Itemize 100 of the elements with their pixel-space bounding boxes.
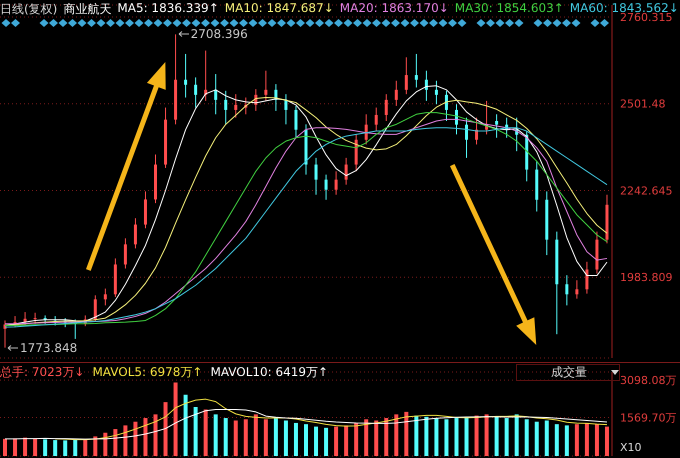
candlestick: [434, 80, 438, 105]
bar: [454, 418, 458, 456]
candlestick: [344, 157, 348, 186]
bar: [414, 416, 418, 456]
candlestick: [364, 114, 368, 145]
y-tick-label: 2242.645: [620, 184, 672, 198]
bar: [444, 419, 448, 456]
candlestick: [334, 170, 338, 196]
bar: [53, 440, 58, 456]
bar: [264, 419, 268, 456]
bar: [204, 409, 208, 456]
bar: [143, 418, 148, 456]
bar: [164, 402, 168, 456]
candlestick: [104, 288, 107, 306]
annotation: MA30: 1854.603↑: [454, 1, 564, 17]
bar: [434, 418, 438, 456]
annotation: 日线(复权): [0, 1, 58, 18]
annotation: 商业航天: [63, 1, 112, 18]
bar: [63, 440, 68, 456]
annotation: MAVOL5: 6978万↑: [92, 364, 202, 381]
bar: [484, 414, 489, 456]
bar: [314, 426, 318, 456]
candlestick: [294, 105, 298, 138]
bar: [494, 416, 499, 456]
bar: [234, 420, 238, 456]
candlestick: [444, 90, 448, 122]
bar: [23, 438, 28, 456]
annotation: MA20: 1863.170↓: [340, 1, 449, 17]
candlestick: [234, 94, 238, 118]
candlestick: [394, 80, 398, 106]
bar: [564, 425, 569, 456]
bar: [3, 438, 8, 456]
bar: [514, 414, 519, 456]
candlestick: [94, 294, 97, 322]
candlestick: [184, 53, 188, 98]
candlestick: [324, 174, 328, 200]
bar: [554, 424, 559, 456]
bar: [73, 440, 78, 456]
bar: [83, 438, 88, 456]
bar: [254, 414, 258, 456]
bar: [174, 382, 178, 456]
bar: [594, 424, 599, 456]
bar: [194, 407, 198, 456]
bar: [374, 420, 378, 456]
y-tick-label: 1983.809: [620, 271, 672, 284]
bar: [404, 412, 408, 456]
candlestick: [284, 94, 288, 125]
bar: [133, 422, 138, 456]
bar: [123, 425, 128, 456]
bar: [574, 424, 579, 456]
bar: [394, 414, 398, 456]
candlestick: [124, 238, 127, 269]
bar: [464, 416, 469, 456]
bar: [424, 416, 428, 456]
bar: [334, 426, 338, 456]
y-tick-label: 2501.48: [620, 98, 666, 111]
bar: [324, 428, 328, 456]
bar: [33, 438, 38, 456]
bar: [504, 418, 509, 456]
text: X10: [620, 441, 642, 454]
bar: [113, 429, 118, 456]
bar: [184, 394, 188, 456]
annotation: 2708.396: [190, 27, 248, 42]
bar: [274, 418, 278, 456]
candlestick: [465, 117, 468, 158]
bar: [354, 422, 358, 456]
bar: [294, 422, 298, 456]
bar: [13, 438, 18, 456]
candlestick: [314, 157, 318, 196]
annotation: MAVOL10: 6419万↑: [210, 364, 328, 381]
line-series: [54, 398, 608, 440]
bar: [344, 425, 348, 456]
bar: [224, 418, 228, 456]
bar: [364, 419, 368, 456]
bar: [534, 422, 539, 456]
candlestick: [565, 274, 568, 306]
candlestick: [575, 280, 578, 300]
annotation: 1773.848: [20, 340, 78, 355]
candlestick: [475, 117, 478, 145]
candlestick: [194, 76, 198, 108]
candlestick: [264, 70, 268, 102]
candlestick: [224, 90, 228, 125]
annotation: 成交量: [551, 364, 587, 381]
bar: [214, 414, 218, 456]
candlestick: [585, 261, 588, 294]
candlestick: [495, 114, 498, 138]
bar: [154, 414, 158, 456]
bar: [384, 418, 388, 456]
bar: [284, 420, 288, 456]
candlestick: [214, 74, 218, 115]
bar: [604, 426, 609, 456]
annotation: MA5: 1836.339↑: [117, 1, 219, 17]
annotation: 总手: 7023万↓: [0, 364, 84, 381]
bar: [584, 422, 589, 456]
candlestick: [404, 56, 408, 95]
bar: [544, 420, 549, 456]
bar: [93, 436, 98, 456]
bar: [304, 424, 308, 456]
candlestick: [414, 53, 418, 88]
candlestick: [384, 94, 388, 122]
